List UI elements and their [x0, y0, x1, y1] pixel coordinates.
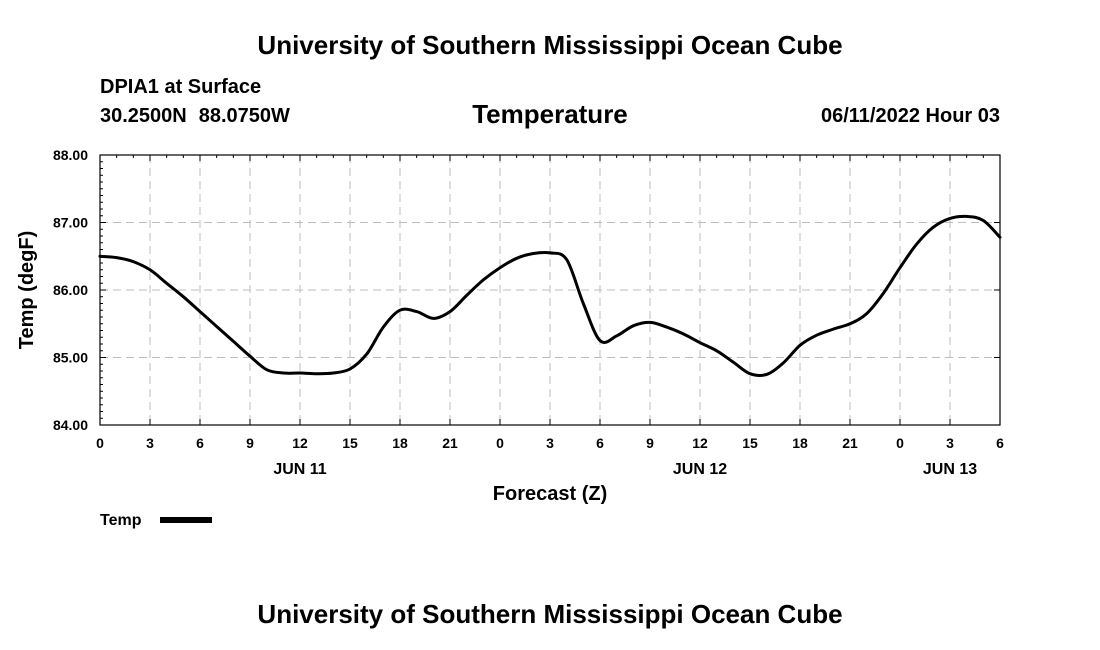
latitude-label: 30.2500N: [100, 105, 187, 127]
footer-title: University of Southern Mississippi Ocean…: [257, 599, 843, 629]
x-tick-label: 3: [546, 435, 554, 451]
longitude-label: 88.0750W: [198, 105, 290, 127]
series-line-temp: [98, 214, 1002, 377]
station-label: DPIA1 at Surface: [100, 76, 262, 98]
y-tick-label: 85.00: [53, 350, 88, 366]
x-tick-label: 3: [146, 435, 154, 451]
x-tick-label: 9: [246, 435, 254, 451]
x-tick-label: 0: [496, 435, 504, 451]
x-tick-label: 0: [96, 435, 104, 451]
x-tick-label: 15: [342, 435, 358, 451]
page-title: University of Southern Mississippi Ocean…: [257, 30, 843, 60]
y-tick-label: 86.00: [53, 282, 88, 298]
x-tick-label: 3: [946, 435, 954, 451]
chart-title: Temperature: [472, 99, 628, 129]
series-lines: [98, 214, 1002, 377]
x-tick-label: 15: [742, 435, 758, 451]
x-tick-label: 12: [692, 435, 708, 451]
x-axis-title: Forecast (Z): [493, 483, 607, 505]
date-stamp: 06/11/2022 Hour 03: [820, 105, 1000, 127]
day-label: JUN 13: [923, 461, 977, 478]
x-tick-label: 0: [896, 435, 904, 451]
x-tick-label: 18: [392, 435, 408, 451]
y-tick-label: 87.00: [53, 215, 88, 231]
x-tick-label: 6: [196, 435, 204, 451]
x-tick-label: 9: [646, 435, 654, 451]
x-tick-label: 12: [292, 435, 308, 451]
y-axis-title: Temp (degF): [16, 231, 38, 350]
tick-labels: 0 3 6 9 12 15 18 21 0 3 6 9 12 15 18 21 0 3 6 84.00 85.00 86.…: [53, 147, 1004, 478]
x-tick-label: 21: [442, 435, 458, 451]
grid-lines: [100, 155, 1000, 425]
y-tick-label: 84.00: [53, 417, 88, 433]
coordinates: 30.2500N 88.0750W: [100, 105, 290, 128]
x-tick-label: 6: [596, 435, 604, 451]
day-label: JUN 11: [273, 461, 326, 478]
y-tick-label: 88.00: [53, 147, 88, 163]
day-label: JUN 12: [673, 461, 727, 478]
axis-ticks: [99, 154, 1001, 426]
x-tick-label: 6: [996, 435, 1004, 451]
x-tick-label: 21: [842, 435, 858, 451]
legend-label: Temp: [100, 512, 142, 529]
legend: Temp: [100, 512, 212, 529]
x-tick-label: 18: [792, 435, 808, 451]
